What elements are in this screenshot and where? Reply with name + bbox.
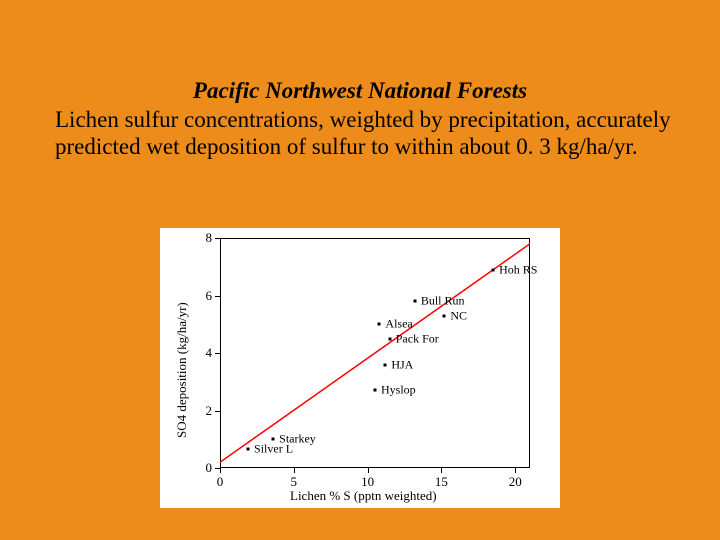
x-tick-label: 15 [426, 474, 456, 490]
slide-title: Pacific Northwest National Forests [0, 78, 720, 104]
slide: Pacific Northwest National Forests Liche… [0, 0, 720, 540]
slide-description: Lichen sulfur concentrations, weighted b… [55, 106, 675, 160]
data-point-label: Hoh RS [499, 262, 537, 277]
data-point-label: Pack For [396, 331, 439, 346]
y-tick [215, 353, 220, 354]
data-point-label: Hyslop [381, 383, 416, 398]
x-axis-label: Lichen % S (pptn weighted) [290, 488, 437, 504]
chart: Hoh RSBull RunNCAlseaPack ForHJAHyslopSt… [160, 228, 560, 508]
data-point-label: Silver L [254, 442, 293, 457]
y-tick-label: 4 [192, 345, 212, 361]
plot-area: Hoh RSBull RunNCAlseaPack ForHJAHyslopSt… [220, 238, 530, 468]
data-point [272, 438, 275, 441]
regression-line [220, 238, 530, 468]
y-tick [215, 238, 220, 239]
y-tick-label: 6 [192, 288, 212, 304]
data-point [384, 363, 387, 366]
data-point-label: NC [450, 308, 467, 323]
x-tick [220, 468, 221, 473]
data-point [443, 314, 446, 317]
data-point-label: Bull Run [421, 294, 465, 309]
data-point [374, 389, 377, 392]
y-tick [215, 296, 220, 297]
data-point [413, 300, 416, 303]
y-axis-label: SO4 deposition (kg/ha/yr) [174, 302, 190, 438]
data-point-label: HJA [391, 357, 413, 372]
x-tick-label: 10 [353, 474, 383, 490]
y-tick [215, 411, 220, 412]
x-tick [368, 468, 369, 473]
data-point [378, 323, 381, 326]
axis-frame [220, 467, 530, 468]
x-tick [294, 468, 295, 473]
x-tick-label: 0 [205, 474, 235, 490]
y-tick-label: 8 [192, 230, 212, 246]
data-point [492, 268, 495, 271]
x-tick-label: 20 [500, 474, 530, 490]
axis-frame [220, 238, 221, 468]
data-point-label: Alsea [385, 317, 412, 332]
x-tick [441, 468, 442, 473]
axis-frame [220, 238, 530, 239]
x-tick-label: 5 [279, 474, 309, 490]
data-point [247, 448, 250, 451]
x-tick [515, 468, 516, 473]
y-tick-label: 2 [192, 403, 212, 419]
data-point [388, 337, 391, 340]
